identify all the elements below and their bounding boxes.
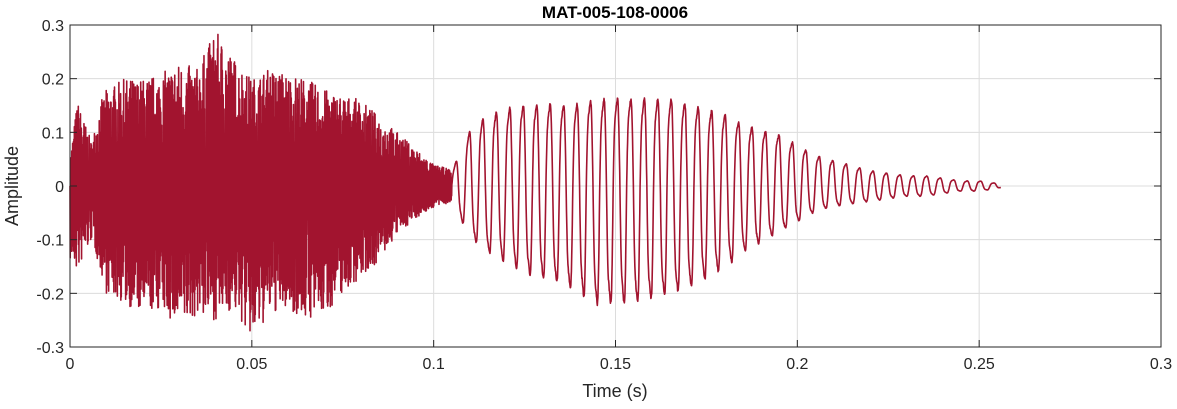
x-tick-label: 0.2 (786, 356, 808, 373)
x-tick-label: 0.25 (964, 356, 995, 373)
x-axis-label: Time (s) (582, 381, 647, 401)
y-tick-label: 0 (55, 179, 64, 196)
x-tick-label: 0.15 (600, 356, 631, 373)
tick-marks (69, 24, 1162, 348)
y-tick-labels: -0.3 -0.2 -0.1 0 0.1 0.2 0.3 (36, 18, 64, 357)
y-tick-label: -0.2 (36, 286, 64, 303)
chart-title: MAT-005-108-0006 (542, 3, 688, 22)
x-tick-label: 0.1 (423, 356, 445, 373)
y-tick-label: -0.3 (36, 340, 64, 357)
y-tick-label: 0.2 (42, 72, 64, 89)
y-axis-label: Amplitude (2, 146, 22, 226)
y-tick-label: 0.1 (42, 125, 64, 142)
x-tick-label: 0.05 (236, 356, 267, 373)
x-tick-label: 0 (66, 356, 75, 373)
series-layer (69, 33, 1002, 332)
y-tick-label: -0.1 (36, 233, 64, 250)
y-tick-label: 0.3 (42, 18, 64, 35)
x-tick-label: 0.3 (1150, 356, 1172, 373)
x-tick-labels: 0 0.05 0.1 0.15 0.2 0.25 0.3 (66, 356, 1173, 373)
waveform-line (69, 33, 1002, 332)
